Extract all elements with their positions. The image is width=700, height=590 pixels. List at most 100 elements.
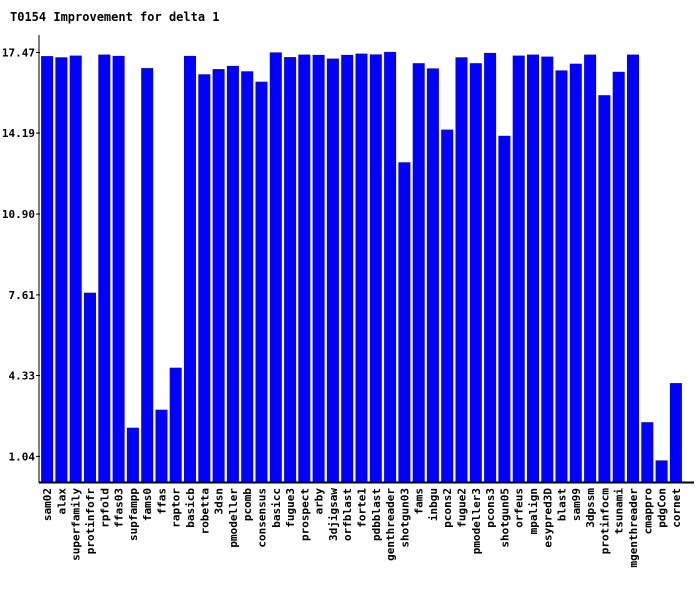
x-tick-label: prospect (298, 488, 311, 541)
bar-protinfocm (598, 95, 611, 482)
bar-genthreader (384, 51, 397, 483)
bar-mpalign (527, 54, 539, 482)
x-tick-label: fams0 (141, 488, 154, 521)
x-tick-label: ffas03 (113, 488, 126, 528)
bar-3dsn (212, 69, 225, 482)
x-tick-label: basicb (184, 488, 197, 528)
x-tick-label: 3djigsaw (327, 488, 340, 541)
x-tick-label: forte1 (356, 488, 369, 528)
bar-consensus (255, 81, 268, 482)
chart-title: T0154 Improvement for delta 1 (10, 10, 220, 24)
x-tick-label: rpfold (98, 488, 111, 528)
bar-supfampp (126, 427, 139, 482)
bar-forte1 (355, 53, 368, 482)
x-tick-label: 3dsn (213, 488, 226, 515)
bar-cmappro (641, 422, 654, 482)
x-tick-label: mpalign (527, 488, 540, 534)
x-tick-label: fams (413, 488, 426, 515)
x-tick-label: shotgun05 (498, 488, 511, 548)
x-tick-label: pdbblast (370, 488, 383, 541)
bar-orfeus (512, 55, 525, 482)
x-tick-label: arby (313, 488, 326, 515)
x-tick-label: 3dpssm (584, 488, 597, 528)
y-tick-label: 14.19 (2, 127, 35, 140)
x-tick-label: basicc (270, 488, 283, 528)
bar-pmodeller (226, 65, 239, 483)
bar-shotgun05 (498, 135, 511, 483)
x-tick-label: inbgu (427, 488, 440, 521)
x-tick-label: alax (55, 488, 68, 515)
x-tick-label: genthreader (384, 488, 397, 561)
bar-robetta (198, 74, 211, 483)
bar-pcons2 (441, 129, 454, 482)
x-tick-label: blast (556, 488, 569, 521)
bar-fugue2 (455, 57, 468, 483)
bar-pmodeller3 (469, 63, 482, 482)
x-tick-label: protinfocm (598, 488, 611, 555)
bar-blast (555, 70, 568, 483)
bar-sam02 (41, 56, 54, 482)
bar-alax (55, 57, 68, 483)
bar-sam99 (569, 63, 582, 482)
bar-pcomb (241, 71, 254, 483)
bar-fugue3 (284, 57, 297, 482)
x-tick-label: pdgCon (656, 488, 669, 528)
bars-group (41, 51, 682, 483)
bar-prospect (298, 54, 311, 482)
x-tick-label: pmodeller (227, 488, 240, 548)
x-tick-label: superfamily (70, 488, 83, 561)
bar-3dpssm (584, 54, 597, 482)
x-tick-label: esypred3D (541, 488, 554, 548)
y-tick-label: 17.47 (2, 46, 35, 59)
y-tick-label: 1.04 (9, 450, 36, 463)
bar-superfamily (69, 55, 82, 482)
bar-fams0 (141, 68, 154, 482)
x-tick-label: raptor (170, 488, 183, 528)
bar-mgenthreader (627, 54, 639, 482)
x-tick-label: tsunami (613, 488, 626, 535)
x-tick-label: pcomb (241, 488, 254, 521)
bar-orfblast (341, 54, 354, 483)
bar-pdgCon (655, 460, 668, 482)
bar-ffas03 (112, 55, 125, 483)
bar-tsunami (612, 71, 625, 483)
y-axis-ticks: 1.04 4.33 7.61 10.90 14.19 17.47 (2, 46, 40, 463)
x-tick-label: protinfofr (84, 488, 97, 555)
x-tick-label: robetta (198, 488, 211, 534)
y-tick-label: 4.33 (9, 370, 36, 383)
x-tick-label: cornet (670, 488, 683, 528)
bar-protinfofr (84, 292, 96, 482)
x-tick-label: supfampp (127, 488, 140, 541)
x-tick-label: pcons3 (484, 488, 497, 528)
bar-ffas (155, 409, 168, 482)
bar-basicb (184, 55, 196, 483)
bar-shotgun03 (398, 162, 411, 483)
bar-basicc (269, 52, 282, 483)
bar-pdbblast (369, 54, 382, 483)
bar-raptor (169, 367, 182, 482)
x-tick-label: cmappro (641, 488, 654, 535)
bar-pcons3 (484, 52, 497, 483)
x-tick-label: fugue2 (456, 488, 469, 528)
x-tick-label: consensus (256, 488, 269, 548)
bar-esypred3D (541, 56, 554, 482)
bar-rpfold (98, 54, 111, 482)
bar-cornet (669, 383, 682, 482)
x-tick-label: sam02 (41, 488, 54, 521)
y-tick-label: 7.61 (9, 289, 36, 302)
x-axis-ticks: sam02 alax superfamily protinfofr rpfold ffas… (41, 488, 683, 568)
x-tick-label: mgenthreader (627, 488, 640, 568)
x-tick-label: orfeus (513, 488, 526, 528)
x-tick-label: orfblast (341, 488, 354, 541)
bar-3djigsaw (326, 58, 339, 482)
x-tick-label: pcons2 (441, 488, 454, 528)
x-tick-label: sam99 (570, 488, 583, 521)
x-tick-label: pmodeller3 (470, 488, 483, 554)
x-tick-label: ffas (156, 488, 169, 515)
bar-arby (312, 54, 325, 483)
bar-fams (412, 63, 425, 482)
x-tick-label: shotgun03 (398, 488, 411, 548)
y-tick-label: 10.90 (2, 208, 35, 221)
x-tick-label: fugue3 (284, 488, 297, 528)
